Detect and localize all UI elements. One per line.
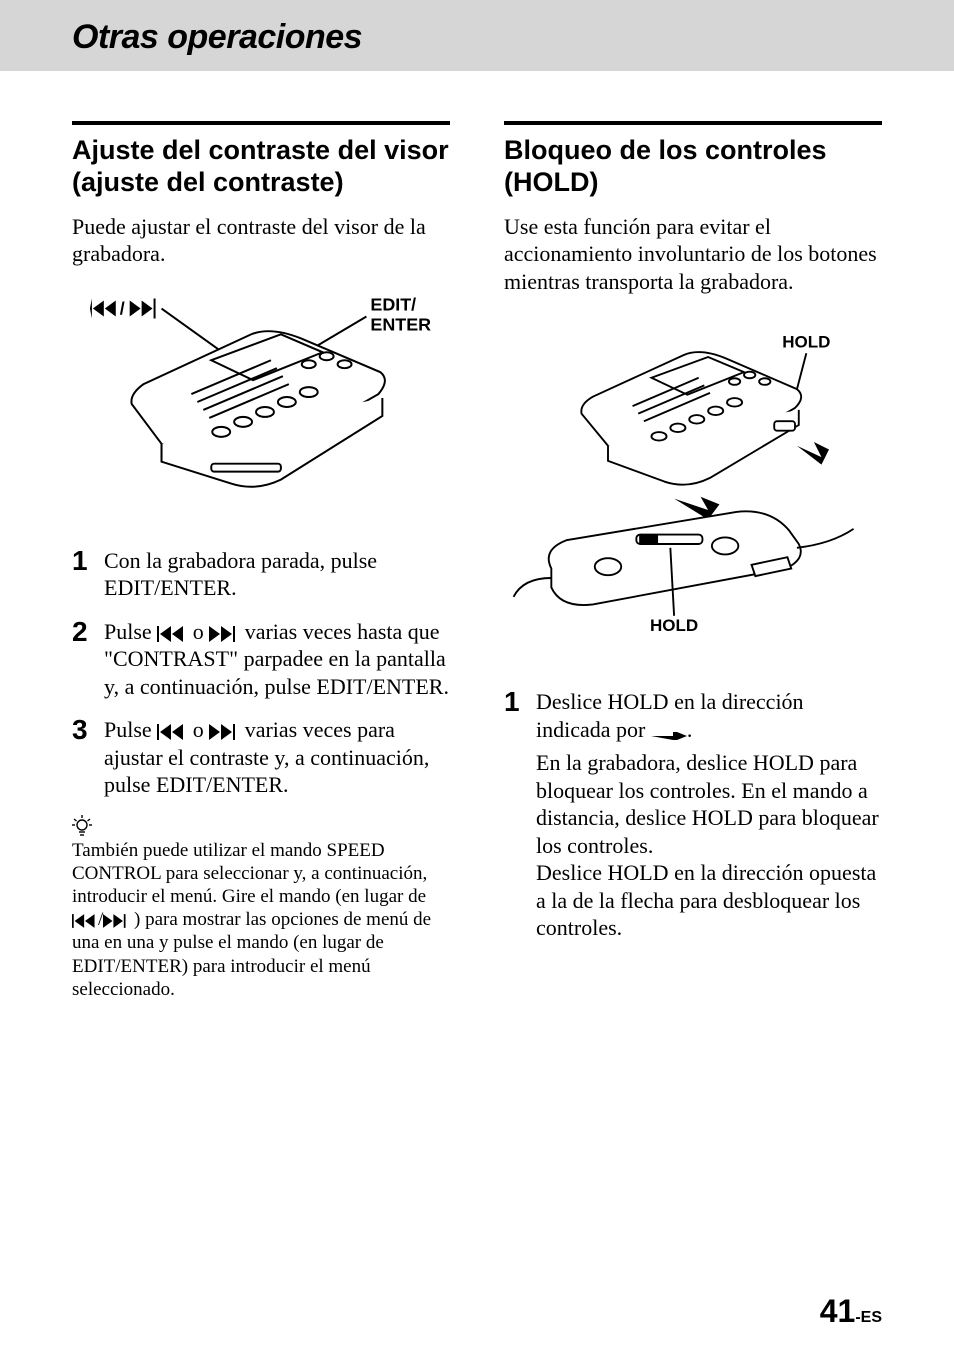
text-fragment: También puede utilizar el mando SPEED CO… [72,840,427,907]
prev-track-icon [157,724,187,740]
tip-block: También puede utilizar el mando SPEED CO… [72,815,450,1001]
edit-label-1: EDIT/ [370,294,416,314]
step-2: 2 Pulse o varias veces hasta que "CONTRA… [72,618,450,701]
prev-track-icon [157,626,187,642]
hold-label-bottom: HOLD [650,616,698,635]
text-fragment: o [193,717,210,742]
step-3-text: Pulse o varias veces para ajustar el con… [104,716,450,799]
page-number: 41-ES [820,1293,882,1330]
hold-label-top: HOLD [782,333,830,352]
recorder-diagram: / EDIT/ ENTER [72,294,450,514]
step-1: 1 Con la grabadora parada, pulse EDIT/EN… [72,547,450,602]
prev-track-icon [72,914,98,928]
tip-text: También puede utilizar el mando SPEED CO… [72,839,450,1001]
next-track-icon [209,724,239,740]
page: Otras operaciones Ajuste del contraste d… [0,0,954,1358]
step-1-text: Con la grabadora parada, pulse EDIT/ENTE… [104,547,450,602]
page-number-big: 41 [820,1293,856,1329]
arrow-right-icon [651,728,687,740]
right-intro: Use esta función para evitar el accionam… [504,213,882,296]
page-number-suffix: -ES [855,1309,882,1326]
text-fragment: o [193,619,210,644]
right-column: Bloqueo de los controles (HOLD) Use esta… [504,121,882,1001]
header-bar: Otras operaciones [0,0,954,71]
page-title: Otras operaciones [72,18,928,57]
step-2-text: Pulse o varias veces hasta que "CONTRAST… [104,618,450,701]
section-rule [72,121,450,125]
text-fragment: Pulse [104,619,157,644]
right-heading: Bloqueo de los controles (HOLD) [504,135,882,199]
left-heading: Ajuste del contraste del visor (ajuste d… [72,135,450,199]
svg-text:/: / [120,298,125,318]
step-1-sub: En la grabadora, deslice HOLD para bloqu… [536,749,882,942]
section-rule [504,121,882,125]
right-steps: 1 Deslice HOLD en la dirección indicada … [504,688,882,942]
step-number: 2 [72,618,94,701]
step-number: 1 [504,688,526,942]
next-track-icon [209,626,239,642]
hold-diagram: HOLD [504,323,882,663]
text-fragment: . [687,717,693,742]
columns: Ajuste del contraste del visor (ajuste d… [0,71,954,1001]
text-fragment: Pulse [104,717,157,742]
step-number: 1 [72,547,94,602]
step-1-text: Deslice HOLD en la dirección indicada po… [536,688,882,942]
left-intro: Puede ajustar el contraste del visor de … [72,213,450,268]
left-steps: 1 Con la grabadora parada, pulse EDIT/EN… [72,547,450,799]
edit-label-2: ENTER [370,314,431,334]
lightbulb-icon [72,815,92,837]
step-1: 1 Deslice HOLD en la dirección indicada … [504,688,882,942]
step-number: 3 [72,716,94,799]
step-3: 3 Pulse o varias veces para ajustar el c… [72,716,450,799]
next-track-icon [103,914,129,928]
left-column: Ajuste del contraste del visor (ajuste d… [72,121,450,1001]
